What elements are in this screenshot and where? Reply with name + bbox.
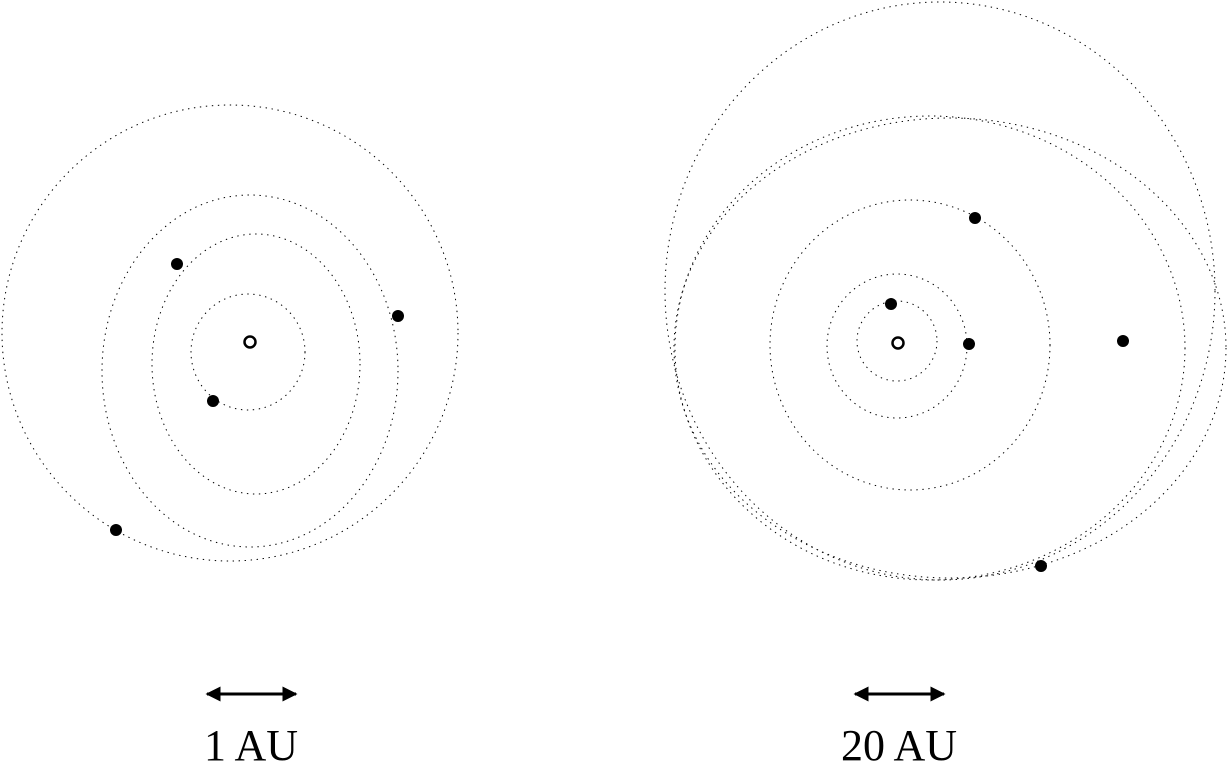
right-central-star-marker [891, 336, 905, 350]
right-scale-label: 20 AU [841, 721, 957, 763]
right-system-panel: 20 AU [664, 1, 1227, 763]
right-planet-2 [963, 338, 975, 350]
left-planet-4 [110, 524, 122, 536]
right-planet-5 [1035, 560, 1047, 572]
left-central-star-marker [243, 335, 257, 349]
left-orbit-4 [1, 104, 459, 562]
left-planet-2 [171, 258, 183, 270]
right-orbits [664, 1, 1227, 581]
left-planet-1 [207, 395, 219, 407]
right-orbit-5 [664, 1, 1216, 581]
right-planet-1 [885, 298, 897, 310]
left-scale-label: 1 AU [204, 721, 298, 763]
right-orbit-3 [769, 199, 1051, 491]
right-orbit-1 [856, 300, 938, 382]
right-planet-4 [1117, 335, 1129, 347]
right-orbit-6 [674, 115, 1186, 581]
left-planet-3 [392, 310, 404, 322]
left-planets [110, 258, 404, 536]
left-system-panel: 1 AU [1, 104, 459, 763]
left-orbits [1, 104, 459, 562]
right-orbit-4 [673, 117, 1227, 579]
left-orbit-2 [151, 233, 361, 495]
right-planet-3 [969, 212, 981, 224]
left-orbit-1 [190, 293, 306, 411]
left-orbit-3 [101, 194, 399, 548]
right-planets [885, 212, 1129, 572]
